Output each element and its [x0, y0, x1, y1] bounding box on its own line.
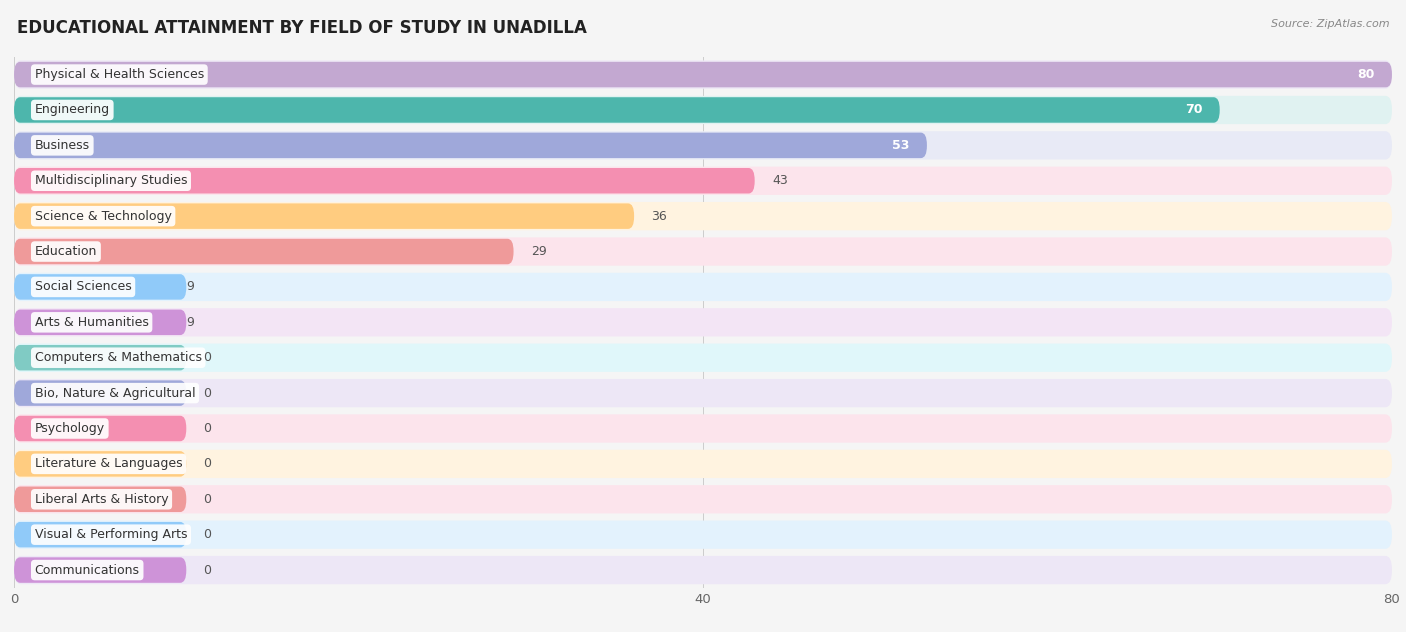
FancyBboxPatch shape [14, 485, 1392, 513]
Text: 53: 53 [893, 139, 910, 152]
Text: 0: 0 [204, 528, 211, 541]
FancyBboxPatch shape [14, 273, 1392, 301]
Text: 43: 43 [772, 174, 787, 187]
Text: Multidisciplinary Studies: Multidisciplinary Studies [35, 174, 187, 187]
Text: 0: 0 [204, 351, 211, 364]
Text: Engineering: Engineering [35, 104, 110, 116]
FancyBboxPatch shape [14, 415, 1392, 442]
Text: 70: 70 [1185, 104, 1202, 116]
FancyBboxPatch shape [14, 97, 1219, 123]
Text: Communications: Communications [35, 564, 139, 576]
Text: Social Sciences: Social Sciences [35, 281, 132, 293]
FancyBboxPatch shape [14, 202, 1392, 230]
FancyBboxPatch shape [14, 451, 186, 477]
FancyBboxPatch shape [14, 61, 1392, 88]
Text: Science & Technology: Science & Technology [35, 210, 172, 222]
FancyBboxPatch shape [14, 62, 1392, 87]
Text: Psychology: Psychology [35, 422, 105, 435]
FancyBboxPatch shape [14, 345, 186, 370]
Text: 29: 29 [531, 245, 547, 258]
FancyBboxPatch shape [14, 96, 1392, 124]
Text: Visual & Performing Arts: Visual & Performing Arts [35, 528, 187, 541]
FancyBboxPatch shape [14, 522, 186, 547]
Text: 0: 0 [204, 387, 211, 399]
FancyBboxPatch shape [14, 239, 513, 264]
Text: 36: 36 [651, 210, 666, 222]
Text: Arts & Humanities: Arts & Humanities [35, 316, 149, 329]
FancyBboxPatch shape [14, 450, 1392, 478]
Text: Literature & Languages: Literature & Languages [35, 458, 183, 470]
FancyBboxPatch shape [14, 204, 634, 229]
FancyBboxPatch shape [14, 556, 1392, 584]
Text: 0: 0 [204, 422, 211, 435]
Text: Computers & Mathematics: Computers & Mathematics [35, 351, 201, 364]
FancyBboxPatch shape [14, 310, 186, 335]
Text: Liberal Arts & History: Liberal Arts & History [35, 493, 169, 506]
FancyBboxPatch shape [14, 521, 1392, 549]
Text: Physical & Health Sciences: Physical & Health Sciences [35, 68, 204, 81]
Text: Business: Business [35, 139, 90, 152]
FancyBboxPatch shape [14, 487, 186, 512]
Text: Education: Education [35, 245, 97, 258]
FancyBboxPatch shape [14, 168, 755, 193]
Text: 80: 80 [1357, 68, 1375, 81]
Text: 9: 9 [186, 281, 194, 293]
FancyBboxPatch shape [14, 557, 186, 583]
Text: 9: 9 [186, 316, 194, 329]
FancyBboxPatch shape [14, 274, 186, 300]
FancyBboxPatch shape [14, 131, 1392, 159]
FancyBboxPatch shape [14, 416, 186, 441]
Text: Source: ZipAtlas.com: Source: ZipAtlas.com [1271, 19, 1389, 29]
FancyBboxPatch shape [14, 379, 1392, 407]
Text: 0: 0 [204, 493, 211, 506]
FancyBboxPatch shape [14, 344, 1392, 372]
FancyBboxPatch shape [14, 380, 186, 406]
FancyBboxPatch shape [14, 238, 1392, 265]
Text: 0: 0 [204, 458, 211, 470]
Text: Bio, Nature & Agricultural: Bio, Nature & Agricultural [35, 387, 195, 399]
FancyBboxPatch shape [14, 133, 927, 158]
Text: 0: 0 [204, 564, 211, 576]
Text: EDUCATIONAL ATTAINMENT BY FIELD OF STUDY IN UNADILLA: EDUCATIONAL ATTAINMENT BY FIELD OF STUDY… [17, 19, 586, 37]
FancyBboxPatch shape [14, 167, 1392, 195]
FancyBboxPatch shape [14, 308, 1392, 336]
